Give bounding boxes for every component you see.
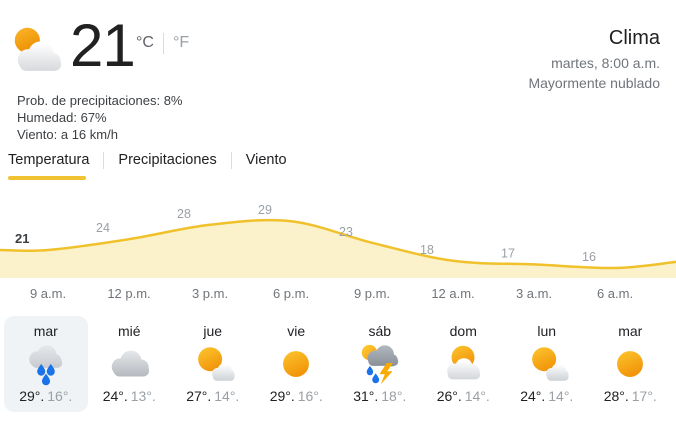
forecast-day-jue[interactable]: jue 27°. 14°. <box>171 316 255 412</box>
day-label: jue <box>203 323 223 339</box>
wind: Viento: a 16 km/h <box>17 127 118 142</box>
day-label: lun <box>537 323 557 339</box>
tab-precipitaciones[interactable]: Precipitaciones <box>118 152 217 168</box>
forecast-day-mar[interactable]: mar 28°. 17°. <box>589 316 673 412</box>
page-title: Clima <box>608 27 660 49</box>
chart-time-label: 3 a.m. <box>516 286 552 301</box>
day-temps: 24°. 13°. <box>88 387 172 406</box>
sunny-icon <box>617 351 644 377</box>
forecast-day-vie[interactable]: vie 29°. 16°. <box>255 316 339 412</box>
low-temp: 16°. <box>47 388 73 404</box>
chart-time-label: 6 p.m. <box>273 286 309 301</box>
day-temps: 28°. 17°. <box>589 387 673 406</box>
mostly-sunny-icon <box>531 347 569 381</box>
day-label: mié <box>117 323 141 339</box>
precipitation-probability: Prob. de precipitaciones: 8% <box>17 93 183 108</box>
chart-line <box>0 218 676 270</box>
tab-divider <box>103 151 105 169</box>
widget-header: Clima martes, 8:00 a.m. Mayormente nubla… <box>528 26 660 93</box>
forecast-day-dom[interactable]: dom 26°. 14°. <box>422 316 506 412</box>
forecast-day-lun[interactable]: lun 24°. 14°. <box>505 316 589 412</box>
tab-divider <box>230 151 232 169</box>
chart-time-label: 12 a.m. <box>431 286 474 301</box>
chart-time-label: 3 p.m. <box>192 286 228 301</box>
high-temp: 29°. <box>269 388 295 404</box>
high-temp: 27°. <box>186 388 212 404</box>
day-label: mar <box>618 323 643 339</box>
chart-value-label: 23 <box>339 225 353 239</box>
day-label: mar <box>33 323 58 339</box>
storm-icon <box>361 344 398 385</box>
low-temp: 14°. <box>464 388 490 404</box>
condition-label: Mayormente nublado <box>528 75 660 91</box>
sunny-icon <box>283 351 310 377</box>
forecast-row: mar 29°. 16°. mié 24°. 13°. jue 27°. 14°. vie 29°.… <box>4 316 672 412</box>
chart-value-label: 29 <box>258 203 272 217</box>
day-temps: 24°. 14°. <box>505 387 589 406</box>
fahrenheit-toggle[interactable]: °F <box>172 34 190 51</box>
chart-time-label: 9 a.m. <box>30 286 66 301</box>
low-temp: 16°. <box>297 388 323 404</box>
high-temp: 24°. <box>520 388 546 404</box>
high-temp: 29°. <box>19 388 45 404</box>
day-label: vie <box>287 323 306 339</box>
low-temp: 18°. <box>381 388 407 404</box>
day-temps: 31°. 18°. <box>338 387 422 406</box>
tab-viento[interactable]: Viento <box>245 152 287 168</box>
rain-icon <box>28 345 63 386</box>
celsius-toggle[interactable]: °C <box>136 34 154 51</box>
chart-value-label: 28 <box>177 207 191 221</box>
low-temp: 17°. <box>631 388 657 404</box>
chart-value-label: 16 <box>582 250 596 264</box>
chart-value-label: 24 <box>96 221 110 235</box>
cloudy-icon <box>112 350 150 377</box>
low-temp: 13°. <box>130 388 156 404</box>
high-temp: 31°. <box>353 388 379 404</box>
day-temps: 29°. 16°. <box>4 387 88 406</box>
chart-time-label: 9 p.m. <box>354 286 390 301</box>
day-temps: 29°. 16°. <box>255 387 339 406</box>
high-temp: 26°. <box>436 388 462 404</box>
mostly-cloudy-icon <box>14 27 62 71</box>
partly-cloudy-icon <box>447 345 481 380</box>
day-label: dom <box>449 323 477 339</box>
low-temp: 14°. <box>548 388 574 404</box>
mostly-sunny-icon <box>197 347 235 381</box>
day-label: sáb <box>368 323 392 339</box>
current-temperature: 21 <box>70 12 136 79</box>
active-tab-underline <box>8 176 86 180</box>
tab-bar: Temperatura Precipitaciones Viento <box>8 150 287 170</box>
humidity: Humedad: 67% <box>17 110 107 125</box>
unit-divider <box>162 33 164 54</box>
unit-toggle: °C °F <box>136 33 189 54</box>
chart-time-label: 6 a.m. <box>597 286 633 301</box>
forecast-day-sáb[interactable]: sáb 31°. 18°. <box>338 316 422 412</box>
high-temp: 28°. <box>603 388 629 404</box>
datetime-label: martes, 8:00 a.m. <box>551 55 660 71</box>
chart-area-fill <box>0 220 676 278</box>
tab-temperatura[interactable]: Temperatura <box>8 152 90 168</box>
day-temps: 27°. 14°. <box>171 387 255 406</box>
low-temp: 14°. <box>214 388 240 404</box>
forecast-day-mié[interactable]: mié 24°. 13°. <box>88 316 172 412</box>
chart-value-label: 18 <box>420 243 434 257</box>
chart-time-label: 12 p.m. <box>107 286 150 301</box>
day-temps: 26°. 14°. <box>422 387 506 406</box>
current-details: Prob. de precipitaciones: 8% Humedad: 67… <box>17 92 182 143</box>
temperature-chart[interactable]: 21 24 28 29 23 18 17 16 9 a.m. 12 p.m. 3 p.m. 6 p.m… <box>0 190 676 302</box>
chart-value-label: 17 <box>501 246 515 260</box>
forecast-day-mar[interactable]: mar 29°. 16°. <box>4 316 88 412</box>
high-temp: 24°. <box>102 388 128 404</box>
chart-value-label: 21 <box>15 231 29 246</box>
